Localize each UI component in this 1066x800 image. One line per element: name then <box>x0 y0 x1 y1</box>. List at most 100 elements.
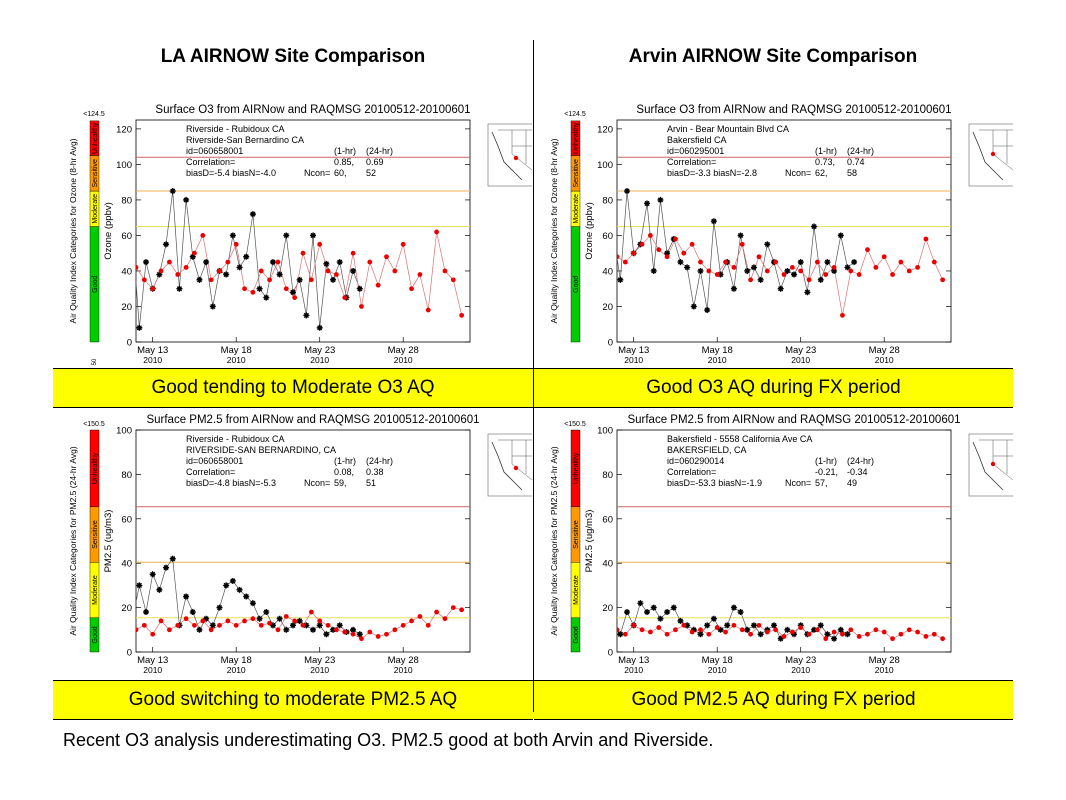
model-point <box>308 609 314 615</box>
aqi-band-label: Good <box>92 276 99 293</box>
inset-map-frame <box>487 433 532 497</box>
model-point <box>789 265 795 270</box>
obs-point <box>730 604 737 611</box>
obs-point <box>797 259 804 266</box>
aqi-band-label: Good <box>573 626 580 643</box>
obs-point <box>597 259 603 265</box>
y-tick-label: 40 <box>602 559 613 570</box>
model-point <box>940 277 946 283</box>
chart-panel-arvin-pm25: Surface PM2.5 from AIRNow and RAQMSG 201… <box>535 410 1013 676</box>
model-point <box>773 627 779 633</box>
info-corr-24hr: 0.69 <box>366 157 384 167</box>
model-point <box>375 282 381 288</box>
obs-point <box>777 285 784 292</box>
model-point <box>267 620 272 626</box>
model-point <box>756 254 762 260</box>
model-point <box>806 631 812 637</box>
aqi-scale-label: Air Quality Index Categories for Ozone (… <box>68 138 78 323</box>
y-axis-label: Ozone (ppbv) <box>584 202 595 260</box>
aqi-band-label: Sensitive <box>573 520 580 549</box>
inset-map-site-marker <box>990 151 996 157</box>
y-axis-label: PM2.5 (ug/m3) <box>103 510 114 573</box>
obs-point <box>256 285 263 292</box>
obs-point <box>670 604 677 611</box>
model-point <box>798 268 804 274</box>
model-point <box>359 304 364 309</box>
model-point <box>425 307 431 313</box>
info-corr-1hr: -0.21, <box>815 467 838 477</box>
y-tick-label: 100 <box>116 426 132 437</box>
model-point <box>150 286 156 292</box>
info-id: id=060658001 <box>186 146 243 156</box>
obs-point <box>289 622 296 629</box>
model-point <box>823 636 829 642</box>
inset-map-coastline <box>491 441 523 491</box>
aqi-band-label: Unhealthy <box>92 122 99 154</box>
model-point <box>639 627 645 633</box>
chart-title: Surface O3 from AIRNow and RAQMSG 201005… <box>155 104 470 116</box>
obs-point <box>323 631 330 638</box>
obs-point <box>336 622 343 629</box>
inset-map-frame <box>968 123 1013 187</box>
y-tick-label: 20 <box>602 302 613 313</box>
obs-point <box>183 593 190 600</box>
aqi-band-unhealthy <box>89 429 100 508</box>
obs-point <box>837 232 844 239</box>
obs-point <box>831 635 838 642</box>
y-tick-label: 80 <box>121 195 132 206</box>
model-point <box>359 636 364 642</box>
obs-point <box>770 622 777 629</box>
info-bias: biasD=-4.8 biasN=-5.3 <box>186 478 276 488</box>
footer-summary: Recent O3 analysis underestimating O3. P… <box>63 730 714 750</box>
obs-point <box>330 626 337 633</box>
model-point <box>681 622 687 628</box>
model-point <box>915 629 920 635</box>
model-point <box>217 622 222 628</box>
model-point <box>384 631 389 637</box>
aqi-scale-top: <150.5 <box>83 421 105 428</box>
model-point <box>906 627 912 633</box>
inset-map-coastline <box>491 131 523 181</box>
obs-point <box>249 600 256 607</box>
obs-point <box>617 276 624 283</box>
model-point <box>764 629 770 635</box>
model-point <box>409 618 414 624</box>
info-bias: biasD=-5.4 biasN=-4.0 <box>186 168 276 178</box>
model-point <box>225 259 231 265</box>
obs-point <box>276 615 283 622</box>
chart-title: Surface PM2.5 from AIRNow and RAQMSG 201… <box>146 414 479 426</box>
x-tick-year: 2010 <box>708 665 727 675</box>
obs-point <box>624 188 631 195</box>
obs-point <box>216 604 223 611</box>
obs-point <box>677 259 684 266</box>
aqi-scale-top: <124.5 <box>83 111 105 118</box>
obs-point <box>296 276 303 283</box>
model-point <box>434 229 439 235</box>
obs-point <box>283 626 290 633</box>
obs-point <box>737 609 744 616</box>
y-tick-label: 80 <box>602 195 613 206</box>
model-point <box>150 631 156 637</box>
model-point <box>698 627 703 633</box>
model-point <box>789 629 795 635</box>
model-point <box>283 286 289 292</box>
x-tick-label: May 18 <box>221 345 252 356</box>
model-point <box>915 265 920 270</box>
model-point <box>350 250 356 256</box>
model-point <box>881 254 887 260</box>
model-point <box>748 277 753 283</box>
obs-point <box>143 259 150 266</box>
info-region: Bakersfield CA <box>667 135 727 145</box>
inset-map-site-marker <box>513 465 519 471</box>
aqi-band-label: Moderate <box>92 194 99 224</box>
banner-arvin-pm25: Good PM2.5 AQ during FX period <box>534 680 1013 720</box>
x-tick-label: May 23 <box>304 655 335 666</box>
obs-point <box>811 223 818 230</box>
aqi-band-label: Good <box>573 276 580 293</box>
x-tick-year: 2010 <box>624 665 643 675</box>
info-correlation-label: Correlation= <box>667 467 716 477</box>
y-tick-label: 0 <box>127 648 132 659</box>
y-tick-label: 100 <box>597 160 613 171</box>
aqi-scale-label: Air Quality Index Categories for PM2.5 (… <box>68 446 78 635</box>
aqi-band-label: Unhealthy <box>92 452 99 484</box>
